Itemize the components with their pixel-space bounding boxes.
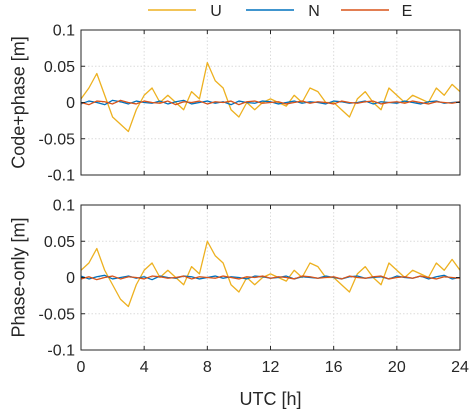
y-tick-label: 0 xyxy=(66,95,75,112)
y-tick-label: -0.05 xyxy=(39,131,76,148)
y-axis-label: Code+phase [m] xyxy=(8,36,28,169)
x-tick-label: 20 xyxy=(388,359,406,376)
y-axis-label: Phase-only [m] xyxy=(8,217,28,337)
y-tick-label: 0.05 xyxy=(44,234,75,251)
chart-panel-phase-only: -0.1 -0.05 0 0.05 0.1 0 4 8 12 16 20 24 Phase-only [… xyxy=(8,198,469,410)
x-tick-label: 0 xyxy=(77,359,86,376)
y-tick-label: 0 xyxy=(66,270,75,287)
series-line-u xyxy=(81,240,460,308)
series-line-e xyxy=(81,275,460,281)
y-tick-label: 0.1 xyxy=(53,23,75,40)
y-tick-label: -0.1 xyxy=(47,168,75,185)
legend-label-n: N xyxy=(308,3,320,20)
y-tick-label: -0.05 xyxy=(39,306,76,323)
x-tick-label: 16 xyxy=(325,359,343,376)
series-line-e xyxy=(81,99,460,106)
y-tick-label: 0.1 xyxy=(53,198,75,215)
x-tick-label: 8 xyxy=(203,359,212,376)
x-tick-label: 4 xyxy=(140,359,149,376)
series-line-n xyxy=(81,99,460,106)
legend-label-u: U xyxy=(210,3,222,20)
x-axis-label: UTC [h] xyxy=(239,389,301,409)
series-line-u xyxy=(81,61,460,133)
legend-label-e: E xyxy=(402,3,413,20)
y-tick-label: 0.05 xyxy=(44,59,75,76)
x-tick-label: 12 xyxy=(262,359,280,376)
chart-panel-code-phase: -0.1 -0.05 0 0.05 0.1 Code+phase [m] xyxy=(8,23,461,185)
x-tick-label: 24 xyxy=(451,359,469,376)
y-tick-label: -0.1 xyxy=(47,343,75,360)
